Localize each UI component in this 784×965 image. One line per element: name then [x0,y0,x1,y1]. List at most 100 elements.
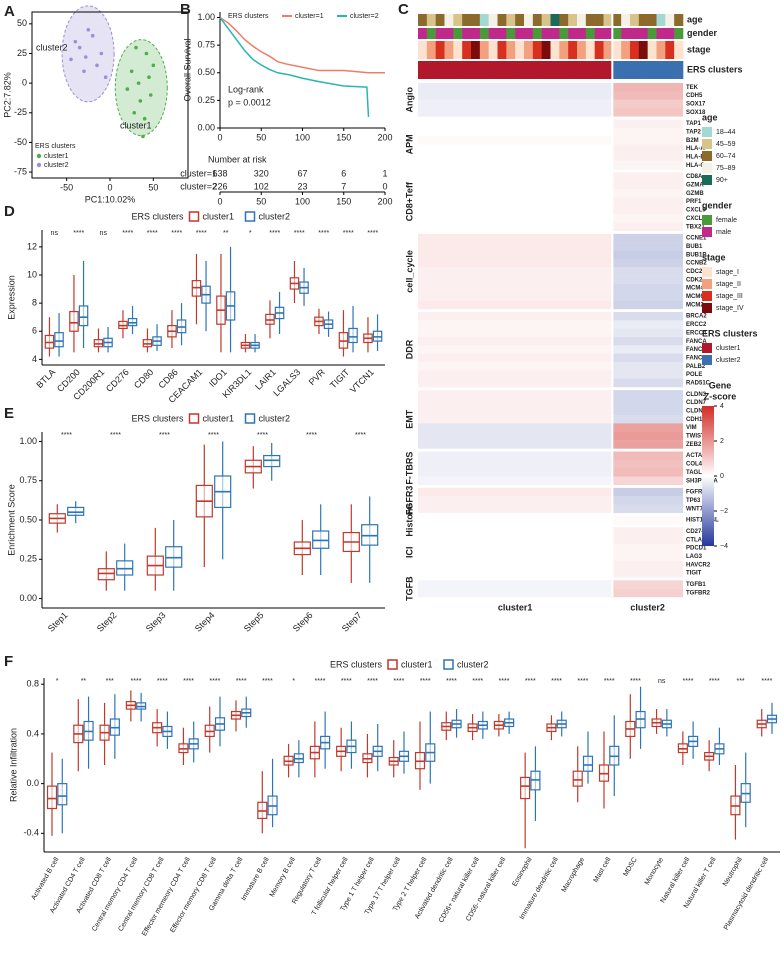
x-tick-label: Step2 [95,610,119,634]
annotation-cell [479,41,489,59]
panel-label: E [4,405,14,422]
gene-label: CLDN4 [686,409,707,415]
significance: *** [736,678,744,685]
box [582,755,594,772]
annotation-cell [612,41,622,59]
legend-title: ERS clusters [702,328,758,338]
point [69,57,73,62]
legend-label: stage_I [716,269,739,276]
y-tick-label: 0.75 [19,475,37,485]
annotation-cell [532,14,542,26]
gene-label: SOX18 [686,110,706,116]
gene-label: ACTA2 [686,453,706,459]
significance: *** [106,678,114,685]
annotation-cell [532,61,542,79]
legend-swatch [702,215,712,225]
legend-label: cluster2 [716,357,741,364]
annotation-cell [471,61,481,79]
box [69,310,79,332]
annotation-cell [524,61,534,79]
annotation-cell [559,28,569,39]
heatmap-cell [612,83,683,92]
colorbar-tick-label: −4 [720,543,728,550]
gene-label: TGFBR2 [686,590,711,596]
heatmap-cell [612,568,683,578]
annotation-cell [585,61,595,79]
y-tick-label: 10 [27,269,37,279]
gene-label: TBX21 [686,224,705,230]
significance: **** [208,432,219,439]
panel-label: D [4,203,15,220]
annotation-cell [665,41,675,59]
legend-swatch [188,413,200,424]
heatmap-cell [418,108,613,117]
annotation-cell [462,41,472,59]
annotation-cell [497,61,507,79]
annotation-cell [594,28,604,39]
annotation-cell [462,28,472,39]
significance: * [292,678,295,685]
gene-label: CDH5 [686,93,703,99]
annotation-cell [594,14,604,26]
point [148,93,153,97]
annotation-cell [621,41,631,59]
heatmap-cell [418,214,613,223]
significance: **** [367,678,378,685]
significance: **** [525,678,536,685]
heatmap-cell [612,250,683,260]
gene-label: ZEB2 [686,442,702,448]
y-axis-label: Overall Survival [182,38,192,101]
annotation-cell [585,28,595,39]
annotation-cell [621,28,631,39]
legend-label: stage_III [716,293,743,300]
heatmap-cell [418,580,613,589]
box [520,776,531,800]
y-tick-label: 0.8 [26,679,39,689]
legend-title: ERS clusters [131,211,184,221]
annotation-cell [479,61,489,79]
annotation-cell [559,14,569,26]
point [141,134,145,139]
heatmap-cell [418,487,613,497]
annotation: cluster2 [36,42,68,52]
risk-count: 102 [254,181,269,191]
x-tick-label: Effector memory CD8 T cell [169,856,218,934]
annotation-cell [603,28,613,39]
x-tick-label: 150 [336,196,351,206]
significance: **** [343,230,354,237]
colorbar [702,406,714,546]
annotation-cell [453,14,463,26]
x-tick-label: 50 [256,132,266,142]
annotation-cell [479,28,489,39]
annotation-cell [506,14,516,26]
heatmap-cell [612,161,683,170]
annotation: p = 0.0012 [228,97,271,107]
heatmap-cell [418,431,613,441]
cluster-ellipse [114,39,168,137]
track-label: stage [687,44,711,54]
annotation-cell [488,14,498,26]
y-tick-label: 0.25 [19,554,37,564]
significance: **** [318,230,329,237]
annotation-cell [444,41,454,59]
heatmap-cell [612,180,683,190]
heatmap-cell [612,398,683,407]
panel-label: A [4,3,15,20]
legend-swatch [702,343,712,353]
significance: ns [51,230,59,237]
x-tick-label: 100 [295,132,310,142]
heatmap-cell [418,459,613,469]
annotation-cell [532,28,542,39]
y-tick-label: -50 [14,137,27,147]
gene-label: CDK2 [686,277,703,283]
y-tick-label: 0.50 [197,67,215,77]
significance: **** [577,678,588,685]
gene-label: WNT7B [686,506,708,512]
annotation-cell [497,41,507,59]
x-tick-label: Macrophage [561,856,587,893]
legend-label: cluster2 [259,413,291,423]
annotation-cell [550,41,560,59]
x-tick-label: Eosinophil [511,856,533,888]
annotation-cell [444,14,454,26]
